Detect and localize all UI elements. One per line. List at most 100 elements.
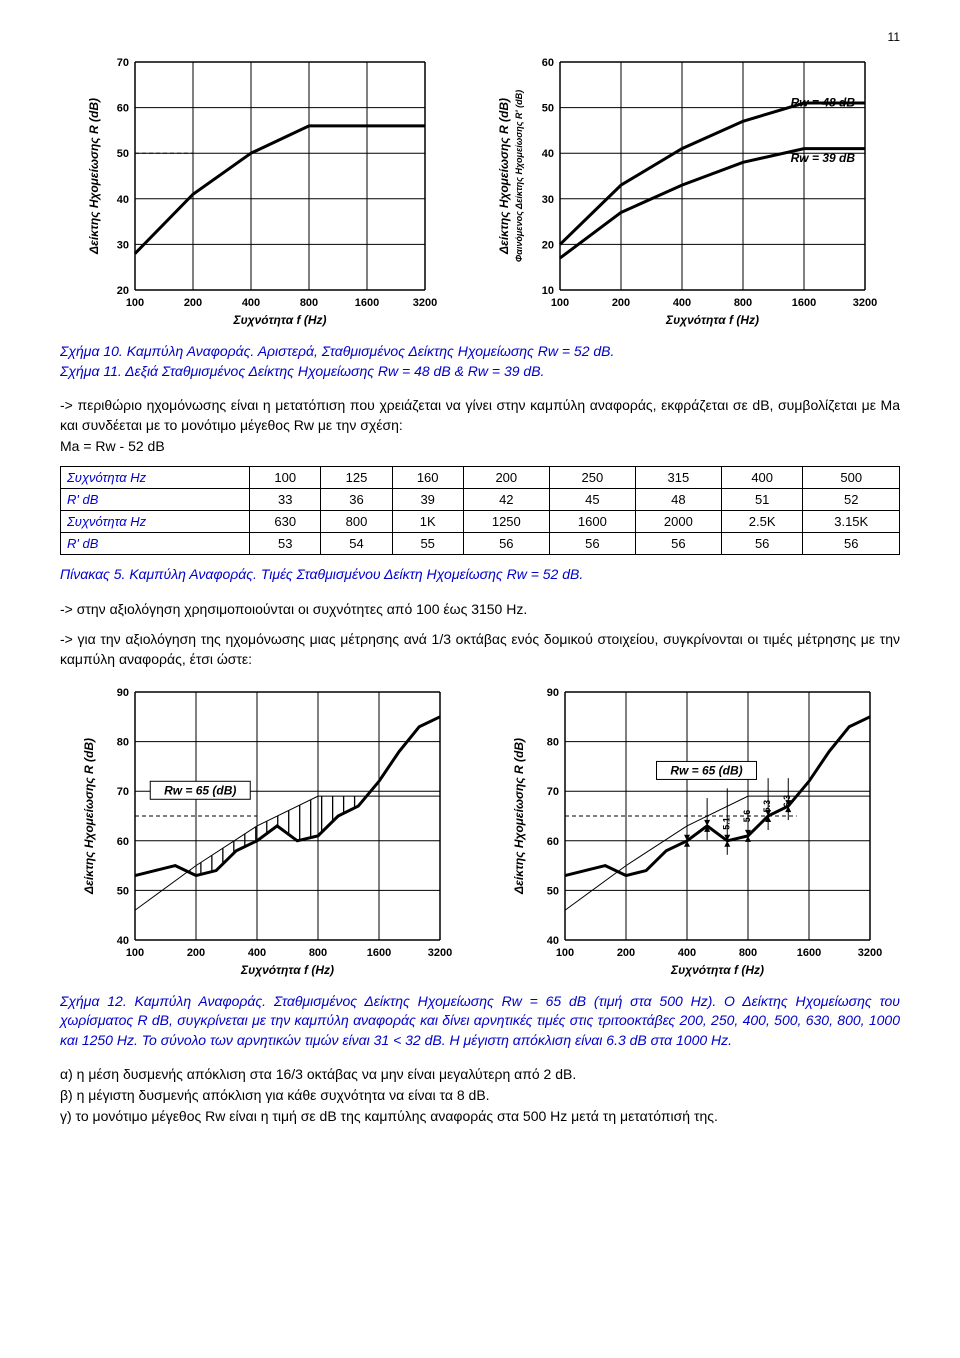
chart-left: 20304050607010020040080016003200Δείκτης … [80, 50, 440, 330]
svg-text:Rw = 39 dB: Rw = 39 dB [791, 151, 856, 165]
cell: 200 [463, 467, 549, 489]
svg-text:100: 100 [556, 947, 574, 959]
page-number: 11 [60, 30, 900, 44]
item-b: β) η μέγιστη δυσμενής απόκλιση για κάθε … [60, 1085, 900, 1106]
svg-text:Συχνότητα f (Hz): Συχνότητα f (Hz) [670, 963, 764, 977]
svg-text:60: 60 [547, 835, 559, 847]
cell: 42 [463, 489, 549, 511]
cell: 3.15K [803, 511, 900, 533]
chart-left-rw65: 40506070809010020040080016003200Δείκτης … [75, 680, 455, 980]
svg-text:30: 30 [117, 239, 129, 251]
svg-text:400: 400 [673, 297, 691, 309]
svg-text:Δείκτης Ηχομείωσης R (dB): Δείκτης Ηχομείωσης R (dB) [82, 738, 96, 895]
svg-text:Δείκτης Ηχομείωσης R (dB): Δείκτης Ηχομείωσης R (dB) [497, 98, 511, 255]
row-header: R' dB [61, 489, 250, 511]
cell: 56 [463, 533, 549, 555]
svg-text:5.3: 5.3 [762, 799, 772, 812]
para-margin: -> περιθώριο ηχομόνωσης είναι η μετατόπι… [60, 395, 900, 456]
svg-text:800: 800 [300, 297, 318, 309]
svg-text:1600: 1600 [355, 297, 379, 309]
caption-fig12: Σχήμα 12. Καμπύλη Αναφοράς. Σταθμισμένος… [60, 992, 900, 1051]
svg-text:40: 40 [547, 935, 559, 947]
para-eval-a: -> στην αξιολόγηση χρησιμοποιούνται οι σ… [60, 599, 900, 619]
svg-text:40: 40 [117, 194, 129, 206]
svg-text:50: 50 [117, 148, 129, 160]
svg-text:Φαινόμενος Δείκτης Ηχομείωσης: Φαινόμενος Δείκτης Ηχομείωσης R' (dB) [514, 90, 524, 262]
cell: 48 [635, 489, 721, 511]
svg-text:20: 20 [117, 285, 129, 297]
cell: 39 [392, 489, 463, 511]
cell: 55 [392, 533, 463, 555]
svg-text:50: 50 [547, 885, 559, 897]
cell: 400 [721, 467, 803, 489]
cell: 100 [250, 467, 321, 489]
item-a: α) η μέση δυσμενής απόκλιση στα 16/3 οκτ… [60, 1064, 900, 1085]
svg-text:1600: 1600 [792, 297, 816, 309]
cell: 315 [635, 467, 721, 489]
cell: 56 [803, 533, 900, 555]
svg-text:Συχνότητα f (Hz): Συχνότητα f (Hz) [240, 963, 334, 977]
cell: 800 [321, 511, 392, 533]
svg-text:90: 90 [117, 687, 129, 699]
svg-text:3200: 3200 [853, 297, 877, 309]
svg-text:Συχνότητα f (Hz): Συχνότητα f (Hz) [232, 313, 326, 327]
caption-fig10-11: Σχήμα 10. Καμπύλη Αναφοράς. Αριστερά, Στ… [60, 342, 900, 381]
item-c: γ) το μονότιμο μέγεθος Rw είναι η τιμή σ… [60, 1106, 900, 1127]
cell: 500 [803, 467, 900, 489]
svg-text:100: 100 [126, 297, 144, 309]
cell: 53 [250, 533, 321, 555]
svg-text:100: 100 [551, 297, 569, 309]
svg-text:200: 200 [187, 947, 205, 959]
cell: 56 [635, 533, 721, 555]
svg-text:1600: 1600 [367, 947, 391, 959]
cell: 54 [321, 533, 392, 555]
cell: 36 [321, 489, 392, 511]
svg-text:800: 800 [734, 297, 752, 309]
svg-text:60: 60 [117, 835, 129, 847]
cell: 56 [549, 533, 635, 555]
cell: 56 [721, 533, 803, 555]
cell: 250 [549, 467, 635, 489]
svg-text:800: 800 [739, 947, 757, 959]
svg-text:Συχνότητα f (Hz): Συχνότητα f (Hz) [665, 313, 759, 327]
row-header: Συχνότητα Hz [61, 467, 250, 489]
table-rw52: Συχνότητα Hz100125160200250315400500 R' d… [60, 466, 900, 555]
cell: 630 [250, 511, 321, 533]
svg-text:50: 50 [117, 885, 129, 897]
svg-text:3200: 3200 [413, 297, 437, 309]
svg-text:10: 10 [542, 285, 554, 297]
cell: 45 [549, 489, 635, 511]
cell: 125 [321, 467, 392, 489]
svg-text:200: 200 [612, 297, 630, 309]
svg-text:30: 30 [542, 194, 554, 206]
cell: 160 [392, 467, 463, 489]
svg-text:200: 200 [184, 297, 202, 309]
svg-text:5.1: 5.1 [721, 817, 731, 830]
svg-text:800: 800 [309, 947, 327, 959]
svg-text:60: 60 [542, 57, 554, 69]
caption-11: Σχήμα 11. Δεξιά Σταθμισμένος Δείκτης Ηχο… [60, 363, 544, 379]
top-charts: 20 30 40 50 60 70 100 200 400 800 1600 3200 Δείκτης … [60, 50, 900, 330]
svg-text:70: 70 [117, 57, 129, 69]
svg-text:Rw = 65 (dB): Rw = 65 (dB) [164, 783, 236, 797]
svg-text:3200: 3200 [858, 947, 882, 959]
cell: 1600 [549, 511, 635, 533]
svg-text:3200: 3200 [428, 947, 452, 959]
chart-right: 10203040506010020040080016003200Δείκτης … [490, 50, 880, 330]
svg-text:40: 40 [117, 935, 129, 947]
cell: 51 [721, 489, 803, 511]
svg-text:70: 70 [117, 786, 129, 798]
svg-text:1600: 1600 [797, 947, 821, 959]
cell: 1K [392, 511, 463, 533]
row-header: R' dB [61, 533, 250, 555]
svg-text:90: 90 [547, 687, 559, 699]
svg-text:200: 200 [617, 947, 635, 959]
svg-text:40: 40 [542, 148, 554, 160]
para-eval-b: -> για την αξιολόγηση της ηχομόνωσης μια… [60, 629, 900, 670]
bottom-charts: 40506070809010020040080016003200Δείκτης … [60, 680, 900, 980]
svg-text:60: 60 [117, 103, 129, 115]
svg-text:100: 100 [126, 947, 144, 959]
cell: 52 [803, 489, 900, 511]
svg-text:50: 50 [542, 103, 554, 115]
row-header: Συχνότητα Hz [61, 511, 250, 533]
